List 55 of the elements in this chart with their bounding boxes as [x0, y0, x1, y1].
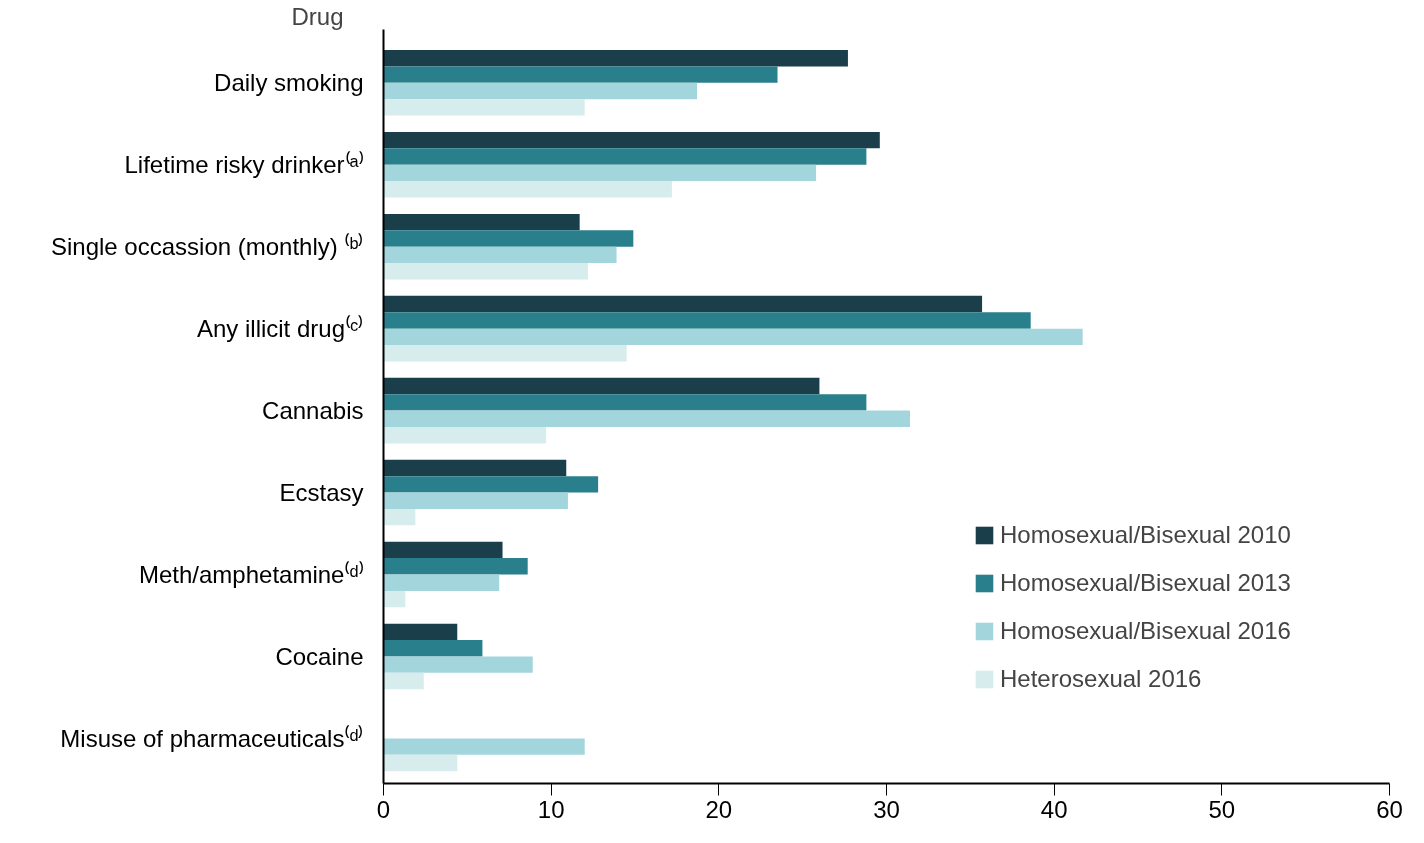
- legend-label: Homosexual/Bisexual 2016: [1000, 617, 1291, 645]
- bar: [383, 476, 599, 493]
- bar: [383, 377, 820, 395]
- bar: [383, 66, 778, 83]
- bar: [383, 345, 627, 362]
- bar: [383, 164, 817, 182]
- bar: [383, 312, 1031, 329]
- bar: [383, 246, 617, 264]
- bar: [383, 82, 698, 100]
- x-tick-label: 20: [705, 795, 733, 823]
- bar: [383, 558, 528, 575]
- bar: [383, 590, 406, 608]
- bar: [383, 263, 589, 280]
- y-tick-label: Daily smoking: [214, 69, 364, 97]
- legend-label: Heterosexual 2016: [1000, 665, 1202, 693]
- bar: [383, 410, 910, 427]
- bar: [383, 459, 567, 477]
- bar: [383, 574, 500, 591]
- bar: [383, 640, 483, 657]
- x-tick-label: 0: [376, 795, 391, 823]
- x-tick-label: 10: [537, 795, 565, 823]
- x-tick-label: 40: [1040, 795, 1068, 823]
- y-axis-title: Drug: [291, 2, 344, 30]
- bar: [383, 131, 880, 149]
- bar: [383, 541, 503, 559]
- bar: [383, 508, 416, 526]
- y-tick-label: Any illicit drug⁽ᶜ⁾: [196, 315, 364, 343]
- bar: [383, 656, 533, 673]
- y-tick-label: Cannabis: [262, 397, 364, 425]
- bar: [383, 213, 580, 231]
- x-tick-label: 60: [1376, 795, 1403, 823]
- bar: [383, 426, 547, 444]
- y-tick-label: Lifetime risky drinker⁽ᵃ⁾: [124, 151, 364, 179]
- bar: [383, 394, 867, 411]
- x-tick-label: 50: [1208, 795, 1236, 823]
- x-tick-label: 30: [873, 795, 900, 823]
- bar: [383, 623, 458, 641]
- bar: [383, 738, 585, 755]
- bar: [383, 181, 672, 198]
- bar: [383, 492, 568, 509]
- y-tick-label: Cocaine: [275, 642, 364, 670]
- bar: [383, 754, 458, 772]
- y-tick-label: Misuse of pharmaceuticals⁽ᵈ⁾: [60, 724, 364, 752]
- bar: [383, 148, 867, 165]
- bar: [383, 230, 634, 247]
- legend-label: Homosexual/Bisexual 2013: [1000, 569, 1291, 597]
- bar: [383, 49, 848, 67]
- bar: [383, 328, 1083, 346]
- legend-label: Homosexual/Bisexual 2010: [1000, 521, 1291, 549]
- bar: [383, 295, 983, 313]
- bar: [383, 99, 585, 116]
- y-tick-label: Ecstasy: [279, 479, 364, 507]
- bar: [383, 672, 424, 690]
- y-tick-label: Single occassion (monthly) ⁽ᵇ⁾: [50, 233, 364, 261]
- y-tick-label: Meth/amphetamine⁽ᵈ⁾: [139, 561, 364, 589]
